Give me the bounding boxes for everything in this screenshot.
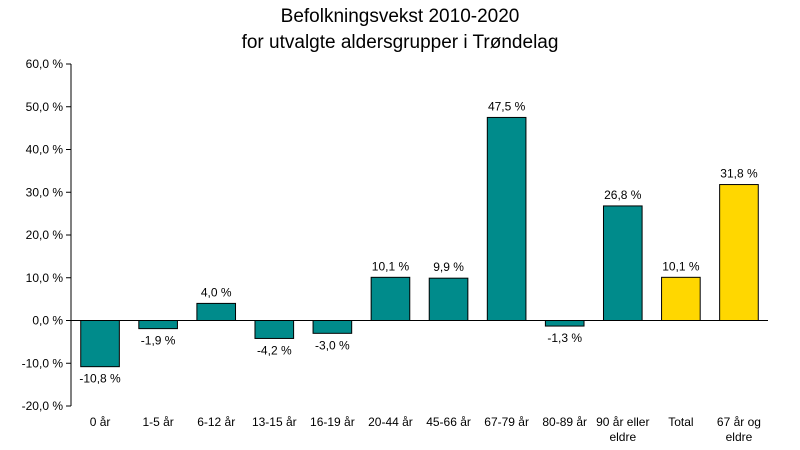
data-label: -10,8 % — [79, 372, 121, 386]
x-tick-label-line: 67 år og — [717, 415, 761, 429]
bar — [312, 320, 353, 334]
x-tick-label: 16-19 år — [310, 415, 355, 429]
data-label: -3,0 % — [315, 338, 350, 352]
data-label: 4,0 % — [201, 285, 232, 299]
bar — [661, 276, 701, 322]
x-tick-label-line: 13-15 år — [252, 415, 297, 429]
bar — [196, 302, 237, 321]
y-tick-label: 60,0 % — [26, 57, 64, 71]
y-tick-label: -10,0 % — [22, 356, 64, 370]
data-label: 10,1 % — [662, 259, 700, 273]
x-tick-label-line: Total — [668, 415, 693, 429]
bar — [602, 205, 643, 321]
x-tick-label: 13-15 år — [252, 415, 297, 429]
x-tick-label-line: 80-89 år — [542, 415, 587, 429]
x-tick-label: 67-79 år — [484, 415, 529, 429]
y-tick-label: 10,0 % — [26, 271, 64, 285]
x-tick-label-line: 67-79 år — [484, 415, 529, 429]
y-tick-label: 50,0 % — [26, 100, 64, 114]
chart-title: Befolkningsvekst 2010-2020 — [280, 6, 520, 27]
x-tick-label-line: 6-12 år — [197, 415, 235, 429]
x-tick-label-line: eldre — [609, 430, 636, 444]
data-label: 47,5 % — [488, 99, 526, 113]
data-label: -1,3 % — [547, 331, 582, 345]
bar — [486, 116, 527, 321]
bar — [80, 320, 120, 368]
x-tick-label-line: 1-5 år — [142, 415, 173, 429]
x-tick-label-line: 20-44 år — [368, 415, 413, 429]
bar — [138, 320, 178, 330]
data-label: 31,8 % — [720, 167, 758, 181]
bar — [719, 184, 759, 321]
bar — [254, 320, 295, 339]
x-tick-label: 1-5 år — [142, 415, 173, 429]
x-tick-label-line: eldre — [726, 430, 753, 444]
x-tick-label: 0 år — [90, 415, 111, 429]
x-tick-label: 20-44 år — [368, 415, 413, 429]
y-tick-label: 0,0 % — [32, 314, 63, 328]
x-tick-label-line: 16-19 år — [310, 415, 355, 429]
data-label: 10,1 % — [372, 259, 410, 273]
x-tick-label: 80-89 år — [542, 415, 587, 429]
data-label: 26,8 % — [604, 188, 642, 202]
y-tick-label: 30,0 % — [26, 185, 64, 199]
x-tick-label: 67 år og eldre — [717, 415, 761, 444]
x-tick-label-line: 0 år — [90, 415, 111, 429]
data-label: 9,9 % — [433, 260, 464, 274]
y-tick-label: 40,0 % — [26, 143, 64, 157]
y-tick-label: 20,0 % — [26, 228, 64, 242]
x-tick-label: 45-66 år — [426, 415, 471, 429]
x-tick-label-line: 90 år eller — [596, 415, 649, 429]
data-label: -4,2 % — [257, 343, 292, 357]
y-tick-label: -20,0 % — [22, 399, 64, 413]
bar — [428, 277, 469, 321]
x-tick-label: 90 år eller eldre — [596, 415, 649, 444]
data-label: -1,9 % — [141, 334, 176, 348]
x-tick-label-line: 45-66 år — [426, 415, 471, 429]
bar — [544, 320, 585, 327]
chart-subtitle: for utvalgte aldersgrupper i Trøndelag — [241, 32, 559, 53]
x-tick-label: 6-12 år — [197, 415, 235, 429]
x-tick-label: Total — [668, 415, 693, 429]
bar — [370, 276, 411, 322]
